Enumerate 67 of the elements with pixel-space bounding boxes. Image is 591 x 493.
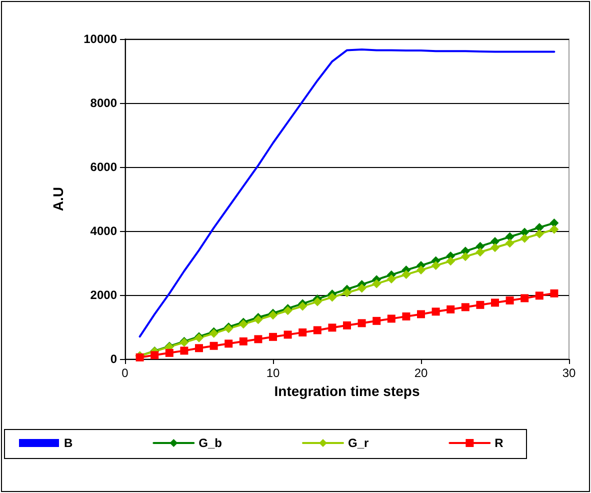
point: [328, 324, 336, 332]
point: [446, 256, 456, 266]
point: [357, 284, 366, 293]
point: [372, 316, 381, 325]
point: [402, 270, 411, 280]
point: [342, 288, 352, 298]
point: [402, 312, 410, 320]
y-tick-label: 8000: [90, 96, 118, 110]
point: [520, 234, 530, 243]
point: [283, 306, 292, 316]
point: [254, 315, 263, 324]
point: [195, 344, 203, 352]
point: [535, 292, 544, 300]
x-tick-label: 0: [122, 366, 129, 380]
point: [550, 289, 558, 298]
point: [343, 321, 351, 330]
point: [224, 340, 233, 348]
point: [432, 308, 440, 316]
legend-label: G_r: [348, 436, 370, 450]
point: [284, 330, 292, 339]
point: [298, 302, 308, 311]
point: [550, 218, 559, 228]
point: [254, 335, 262, 344]
point: [239, 337, 248, 346]
point: [431, 261, 440, 270]
legend-label: B: [64, 436, 73, 450]
point: [491, 298, 499, 307]
point: [358, 319, 366, 328]
point: [313, 326, 322, 334]
point: [460, 252, 470, 262]
point: [490, 243, 500, 252]
point: [165, 348, 174, 357]
legend-label: R: [494, 436, 504, 450]
point: [150, 351, 159, 360]
point: [476, 300, 484, 309]
y-tick-label: 0: [110, 352, 118, 366]
point: [534, 222, 544, 232]
point: [328, 292, 337, 302]
point: [550, 224, 559, 234]
point: [476, 248, 485, 257]
point: [298, 328, 307, 336]
line-series: [138, 48, 556, 338]
point: [180, 346, 188, 355]
y-tick-label: 4000: [90, 224, 118, 238]
point: [505, 238, 514, 248]
y-tick-label: 6000: [90, 160, 118, 174]
point: [461, 303, 470, 312]
legend-label: G_b: [198, 436, 222, 450]
point: [210, 342, 218, 350]
point: [520, 294, 529, 302]
point: [417, 310, 425, 318]
point: [506, 296, 514, 304]
y-tick-label: 2000: [90, 288, 118, 302]
x-axis-title: Integration time steps: [274, 382, 420, 399]
point: [372, 279, 382, 288]
point: [534, 229, 544, 238]
x-tick-label: 30: [562, 366, 576, 380]
point: [386, 274, 396, 284]
point: [269, 332, 277, 341]
y-tick-label: 10000: [84, 32, 118, 46]
point: [416, 266, 426, 275]
point: [312, 297, 322, 306]
x-tick-label: 10: [266, 366, 280, 380]
point: [446, 305, 455, 314]
point: [387, 314, 396, 323]
x-tick-label: 20: [414, 366, 428, 380]
y-axis-title: A.U: [50, 186, 66, 212]
